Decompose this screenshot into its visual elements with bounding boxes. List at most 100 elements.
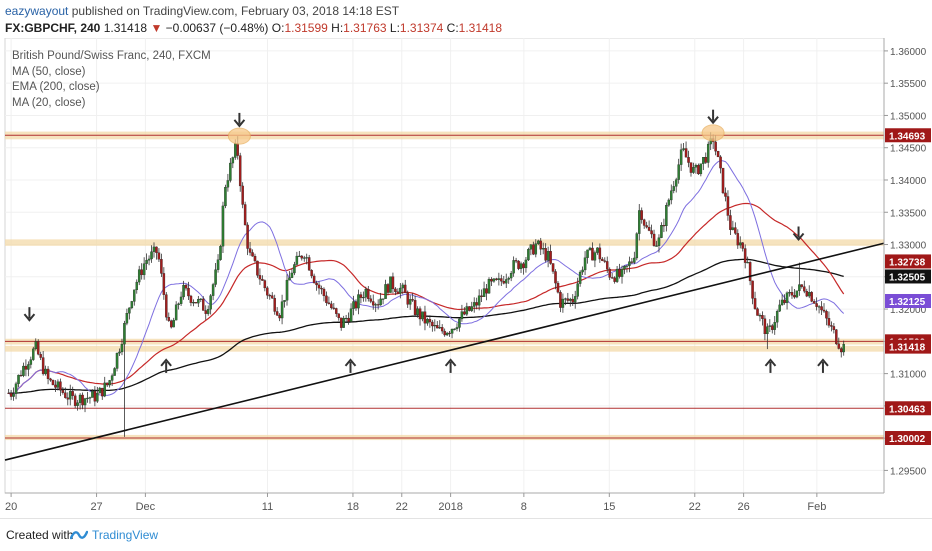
candle <box>248 241 252 256</box>
candle-body <box>576 283 579 297</box>
candle-body <box>236 143 239 156</box>
candle <box>189 294 193 307</box>
candle <box>303 255 306 262</box>
price-chart[interactable]: 1.36000 1.35500 1.35000 1.34500 1.34000 1.335… <box>0 37 932 518</box>
candle <box>310 269 313 279</box>
candle-body <box>280 301 284 319</box>
candle-body <box>61 390 65 393</box>
candle-body <box>724 192 727 197</box>
candle <box>578 270 582 287</box>
candle-body <box>551 263 555 272</box>
candle <box>381 298 385 305</box>
candle <box>29 356 33 369</box>
candle <box>455 323 459 332</box>
candle <box>734 222 737 235</box>
candle <box>549 244 552 265</box>
candle-body <box>206 309 210 314</box>
candle <box>529 244 533 256</box>
candle-body <box>571 298 575 303</box>
candle-body <box>746 262 749 264</box>
author-link[interactable]: eazywayout <box>5 4 69 18</box>
candle <box>445 331 449 337</box>
candle-body <box>64 392 67 398</box>
candle <box>342 315 345 328</box>
candle-body <box>655 245 658 247</box>
candle-body <box>49 378 52 381</box>
candle <box>22 362 25 378</box>
candle <box>497 272 501 286</box>
candle-body <box>105 382 109 386</box>
candle <box>312 273 316 284</box>
candle <box>674 177 678 193</box>
candle <box>290 268 294 279</box>
candle <box>482 281 486 298</box>
candle <box>317 281 321 295</box>
candle <box>224 184 227 209</box>
candle-body <box>386 284 390 293</box>
candle-body <box>785 292 789 304</box>
candle <box>266 286 269 299</box>
candle-body <box>379 298 382 306</box>
candle-body <box>194 302 198 304</box>
candle <box>49 377 52 382</box>
candle <box>162 267 166 300</box>
candle-body <box>347 317 350 322</box>
candle-body <box>618 268 621 277</box>
candle <box>216 254 220 273</box>
candle <box>278 313 281 322</box>
candle-body <box>248 248 252 253</box>
open-label: O: <box>271 21 285 35</box>
candle-body <box>394 288 397 292</box>
candle-body <box>226 180 230 188</box>
candle-body <box>583 257 587 271</box>
candle <box>495 277 498 281</box>
candle-body <box>564 298 567 300</box>
candle <box>406 290 409 308</box>
candle-body <box>243 204 247 226</box>
candle <box>261 275 264 281</box>
candle <box>623 265 626 275</box>
candle-body <box>748 262 752 282</box>
candle-body <box>445 332 449 336</box>
price-label-text: 1.34693 <box>889 131 926 142</box>
candle-body <box>539 240 542 250</box>
candle <box>477 289 481 311</box>
chart-area[interactable]: 1.36000 1.35500 1.35000 1.34500 1.34000 1.335… <box>0 37 932 518</box>
candle <box>295 251 299 266</box>
candle <box>192 299 195 307</box>
candle-body <box>657 237 661 246</box>
candle-body <box>374 304 377 306</box>
candle-body <box>421 311 424 320</box>
candle-body <box>71 391 74 396</box>
y-tick-label: 1.35000 <box>890 111 927 122</box>
legend-ma50[interactable]: MA (50, close) <box>12 65 86 78</box>
candle <box>184 283 188 291</box>
tradingview-logo-icon[interactable] <box>70 528 88 542</box>
candle-body <box>211 284 215 296</box>
candle <box>384 279 387 299</box>
candle-body <box>406 292 409 305</box>
candle <box>140 263 143 280</box>
candle-body <box>741 242 744 249</box>
candle <box>534 239 538 258</box>
candle <box>56 379 60 391</box>
candle <box>593 250 597 268</box>
candle-body <box>613 277 616 282</box>
candle <box>448 331 451 337</box>
candle <box>729 209 732 236</box>
candle-body <box>837 343 841 349</box>
candle <box>108 379 111 388</box>
candle <box>731 220 735 231</box>
candle-body <box>517 260 520 269</box>
legend-ma20[interactable]: MA (20, close) <box>12 96 86 109</box>
tradingview-brand-link[interactable]: TradingView <box>92 528 159 542</box>
candle <box>88 396 92 404</box>
candle <box>805 288 809 298</box>
candle-body <box>101 387 104 397</box>
candle-body <box>335 308 338 314</box>
candle-body <box>416 308 419 316</box>
footer: Created with TradingView <box>0 518 932 551</box>
legend-ema200[interactable]: EMA (200, close) <box>12 81 100 93</box>
candle-body <box>369 298 373 302</box>
candle-body <box>573 296 577 303</box>
